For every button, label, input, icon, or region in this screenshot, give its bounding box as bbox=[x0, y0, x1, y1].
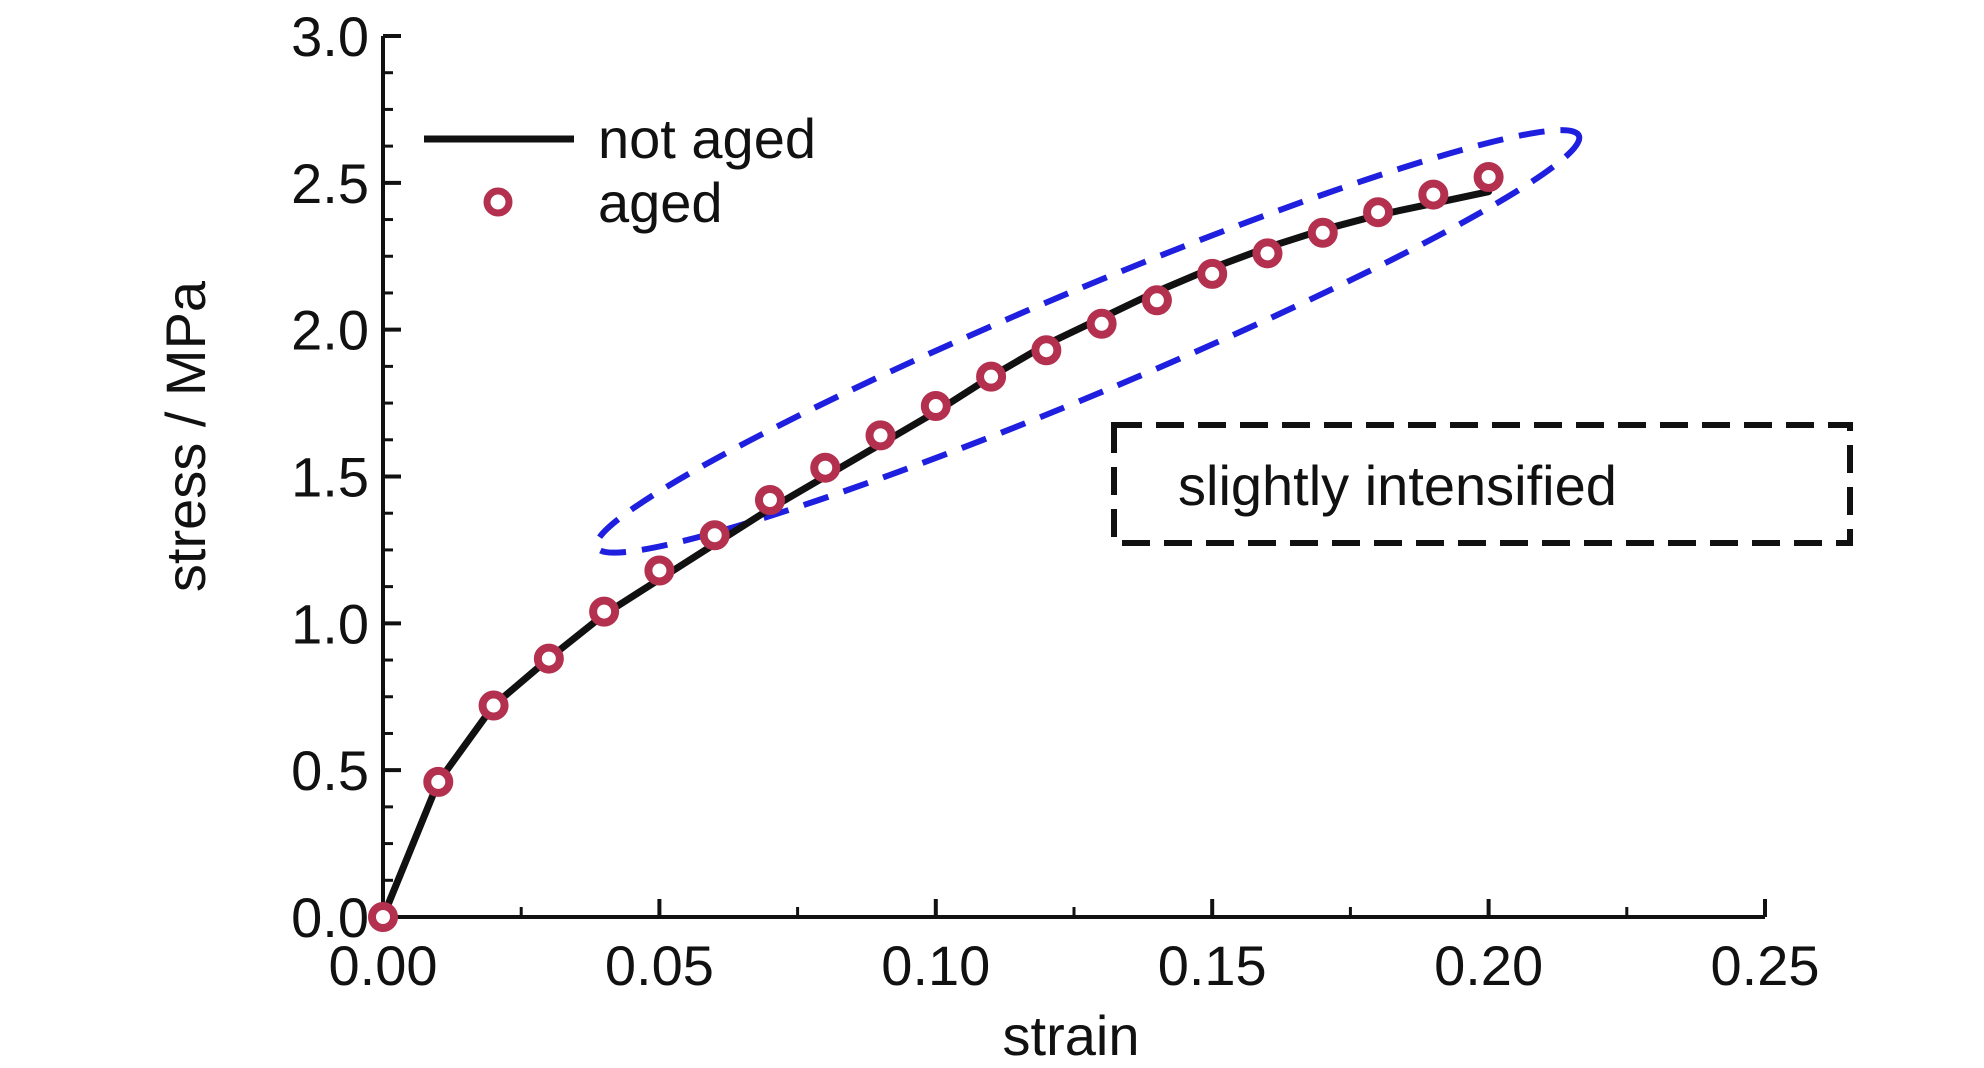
y-axis-title: stress / MPa bbox=[154, 280, 217, 592]
aged-data-point bbox=[478, 690, 509, 721]
aged-data-point bbox=[1473, 161, 1504, 192]
aged-data-point bbox=[423, 766, 454, 797]
x-tick-label: 0.05 bbox=[605, 934, 714, 997]
legend-label-not-aged: not aged bbox=[598, 107, 816, 170]
x-tick-label: 0.25 bbox=[1711, 934, 1820, 997]
legend: not aged aged bbox=[424, 107, 816, 234]
aged-data-point bbox=[589, 596, 620, 627]
legend-label-aged: aged bbox=[598, 171, 723, 234]
aged-data-point bbox=[699, 520, 730, 551]
annotation-label: slightly intensified bbox=[1178, 454, 1617, 517]
annotations: slightly intensified bbox=[593, 127, 1853, 556]
x-axis-title: strain bbox=[1003, 1004, 1140, 1063]
aged-data-point bbox=[976, 361, 1007, 392]
y-tick-label: 1.5 bbox=[291, 446, 369, 509]
aged-data-point bbox=[644, 555, 675, 586]
aged-data-point bbox=[810, 452, 841, 483]
aged-data-point bbox=[1197, 258, 1228, 289]
y-tick-label: 1.0 bbox=[291, 592, 369, 655]
series-line-not-aged bbox=[379, 188, 1493, 921]
x-tick-label: 0.20 bbox=[1434, 934, 1543, 997]
y-tick-label: 3.0 bbox=[291, 5, 369, 68]
aged-data-point bbox=[1307, 217, 1338, 248]
aged-data-point bbox=[1252, 238, 1283, 269]
aged-data-point bbox=[754, 484, 785, 515]
y-tick-label: 2.0 bbox=[291, 299, 369, 362]
axes: 0.0 0.5 1.0 1.5 2.0 2.5 3.0 0.00 0.05 0.10 0.15 0.2… bbox=[291, 5, 1819, 997]
x-tick-label: 0.15 bbox=[1158, 934, 1267, 997]
y-tick-label: 0.0 bbox=[291, 886, 369, 949]
aged-data-point bbox=[533, 643, 564, 674]
aged-data-point bbox=[1418, 179, 1449, 210]
series bbox=[368, 161, 1504, 932]
aged-data-point bbox=[1363, 197, 1394, 228]
y-tick-label: 2.5 bbox=[291, 152, 369, 215]
x-tick-label: 0.00 bbox=[329, 934, 438, 997]
aged-data-point bbox=[865, 420, 896, 451]
y-tick-label: 0.5 bbox=[291, 739, 369, 802]
highlight-ellipse bbox=[593, 127, 1583, 556]
legend-marker-swatch bbox=[483, 187, 513, 217]
aged-data-point bbox=[920, 391, 951, 422]
aged-data-point bbox=[1031, 335, 1062, 366]
x-tick-label: 0.10 bbox=[881, 934, 990, 997]
aged-data-point bbox=[368, 902, 398, 932]
aged-data-point bbox=[1141, 285, 1172, 316]
annotation-box bbox=[1111, 422, 1853, 546]
aged-data-point bbox=[1086, 308, 1117, 339]
